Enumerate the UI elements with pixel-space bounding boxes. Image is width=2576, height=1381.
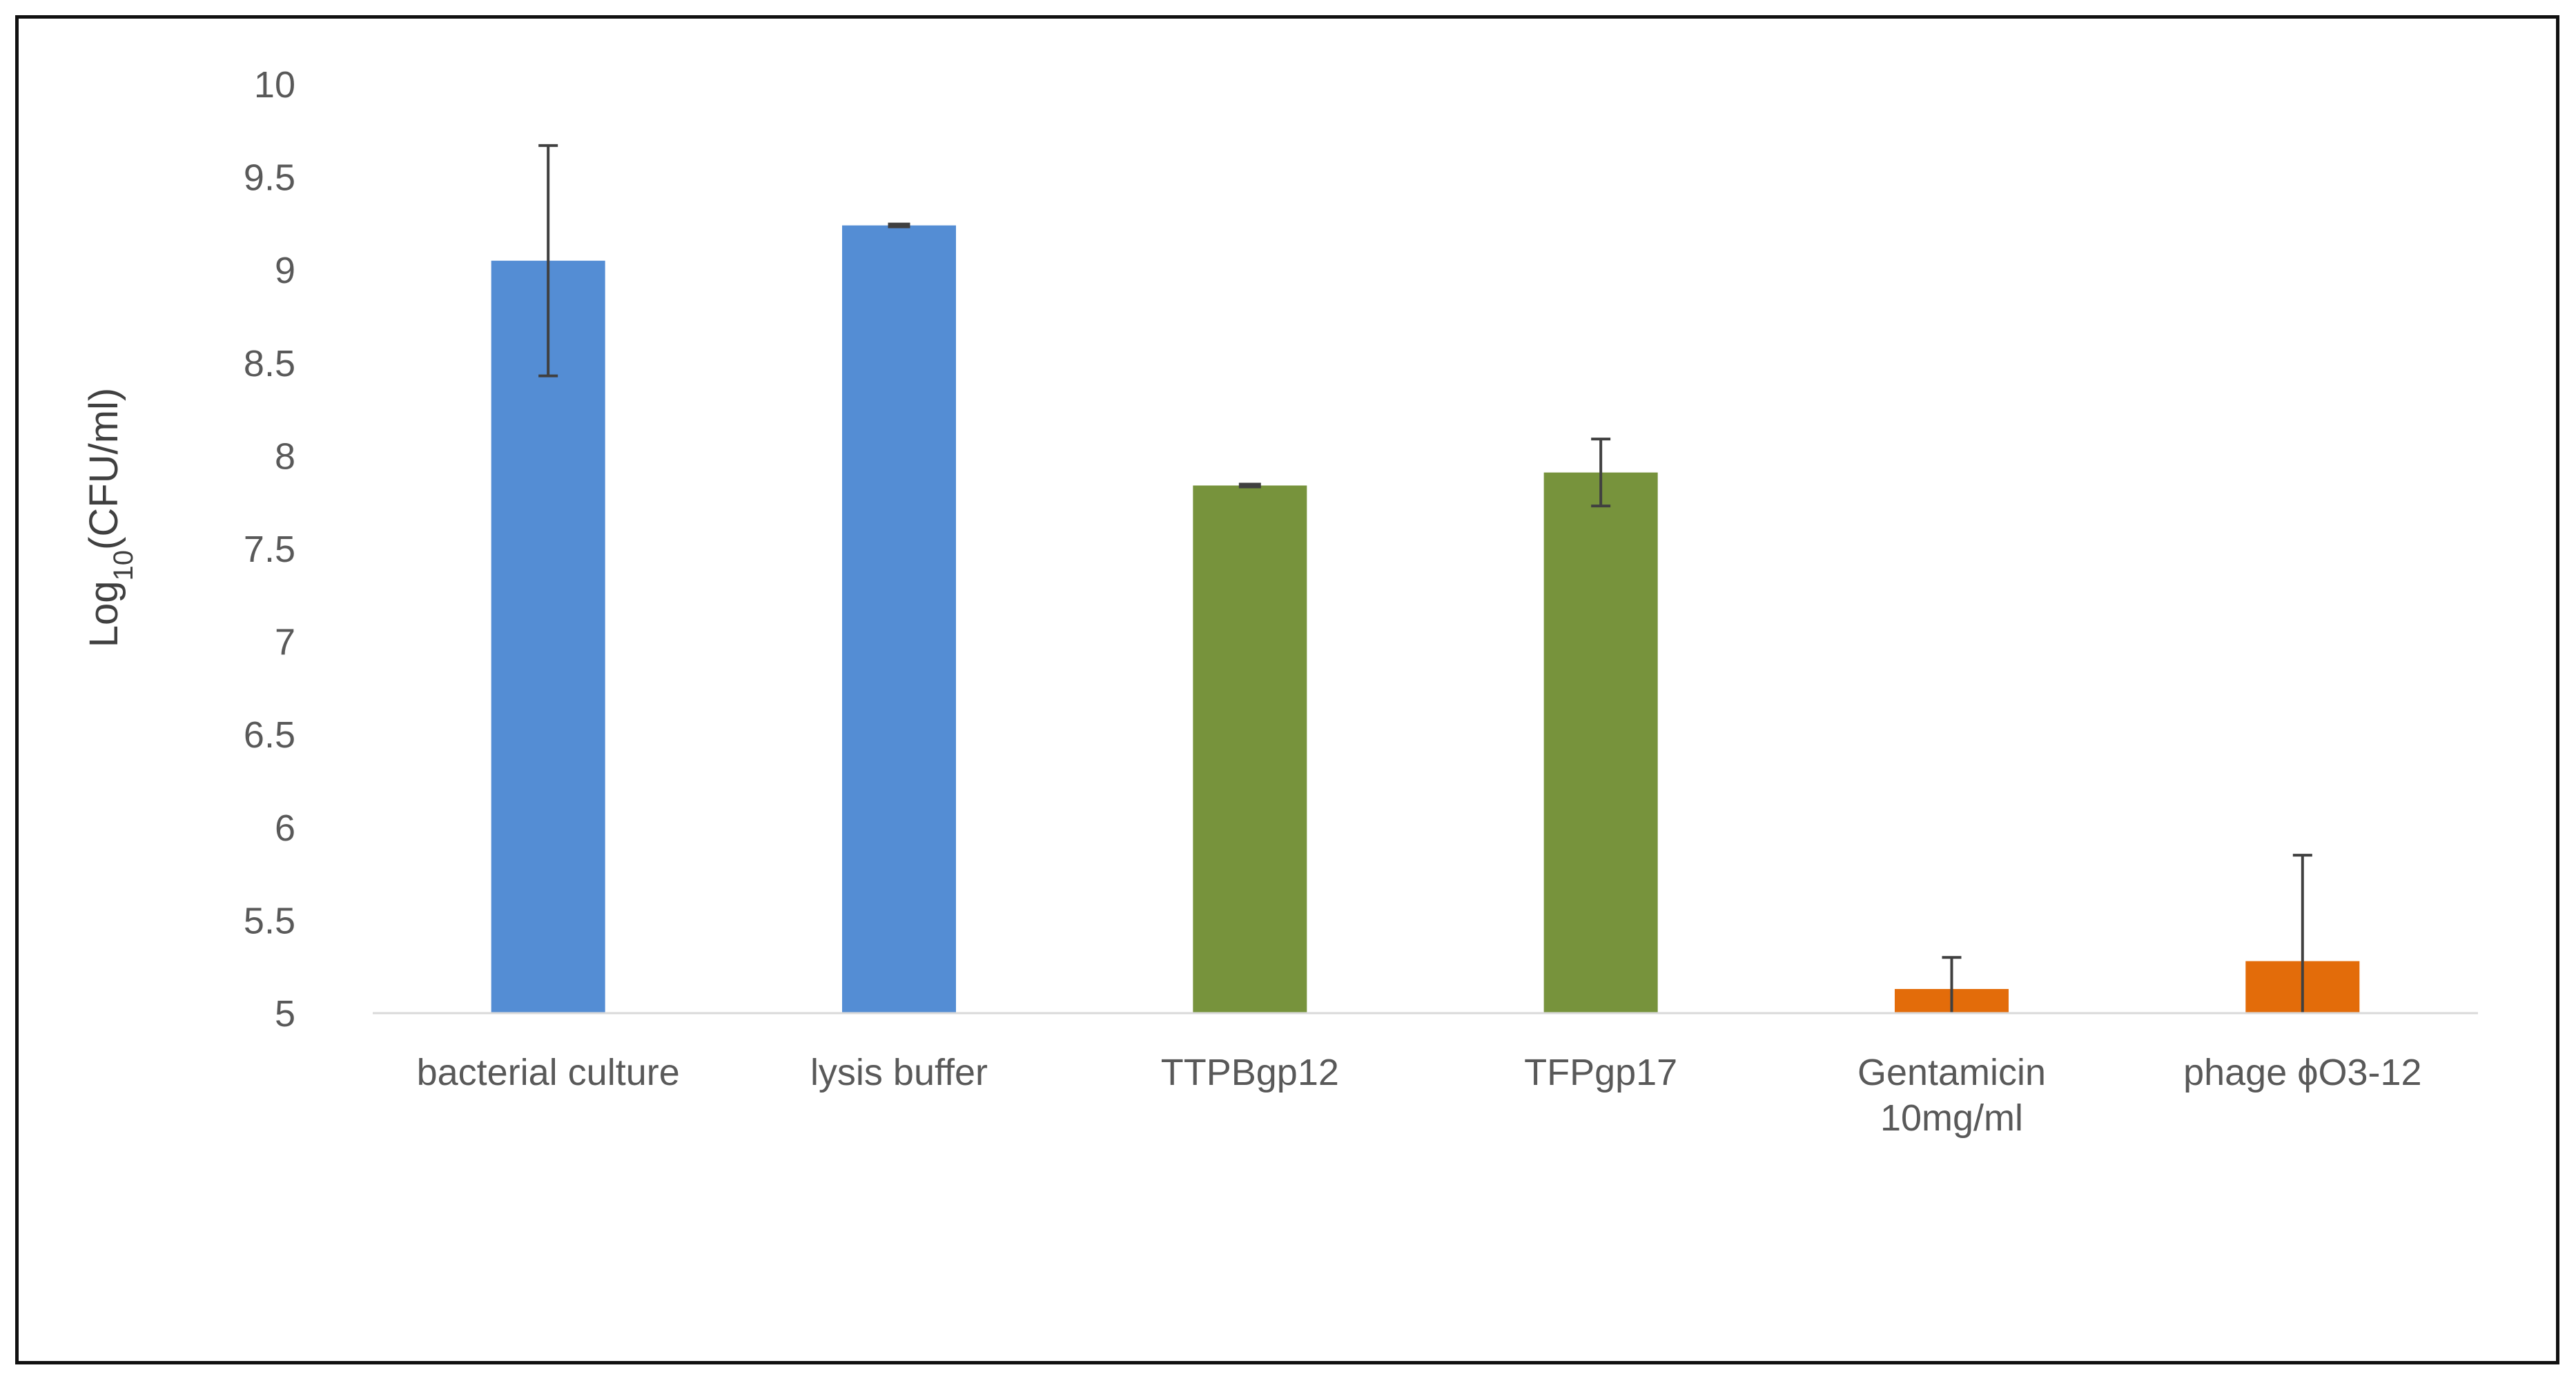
x-axis-categories: bacterial culture lysis buffer TTPBgp12 TFP…	[417, 1052, 2422, 1139]
y-axis-ticks: 5 5.5 6 6.5 7 7.5 8 8.5 9 9.5 10	[244, 64, 295, 1035]
error-bar	[1942, 956, 1962, 1013]
y-axis-title: Log10(CFU/ml)	[81, 388, 139, 647]
y-tick-label: 8	[275, 435, 295, 477]
x-category-label-line: TFPgp17	[1524, 1052, 1677, 1093]
y-tick-label: 6	[275, 807, 295, 849]
x-category-label-line: phage ϕO3-12	[2183, 1052, 2422, 1093]
y-axis-title-prefix: Log	[81, 580, 126, 647]
x-category-label-line: bacterial culture	[417, 1052, 680, 1093]
bars	[491, 225, 2360, 1013]
y-tick-label: 9	[275, 250, 295, 291]
y-axis-title-subscript: 10	[108, 550, 139, 581]
y-axis-title-suffix: (CFU/ml)	[81, 388, 126, 550]
error-bars	[538, 144, 2312, 1013]
x-category-label: bacterial culture	[417, 1052, 680, 1093]
y-tick-label: 10	[254, 64, 295, 106]
x-category-label-line: Gentamicin	[1857, 1052, 2046, 1093]
x-category-label: phage ϕO3-12	[2183, 1052, 2422, 1093]
error-bar	[1591, 438, 1611, 508]
bar	[491, 260, 605, 1013]
y-tick-label: 6.5	[244, 714, 295, 756]
x-category-label-line: lysis buffer	[810, 1052, 988, 1093]
error-bar	[538, 144, 558, 378]
x-category-label: TTPBgp12	[1161, 1052, 1339, 1093]
y-tick-label: 8.5	[244, 343, 295, 384]
y-tick-label: 9.5	[244, 157, 295, 199]
y-tick-label: 7	[275, 622, 295, 663]
y-tick-label: 5.5	[244, 900, 295, 941]
y-tick-label: 7.5	[244, 529, 295, 570]
x-category-label: TFPgp17	[1524, 1052, 1677, 1093]
x-category-label-line: 10mg/ml	[1880, 1097, 2023, 1139]
x-category-label: Gentamicin 10mg/ml	[1857, 1052, 2046, 1139]
bar	[842, 225, 956, 1013]
bar	[1543, 472, 1658, 1013]
error-bar	[2292, 854, 2312, 1013]
bar	[1193, 485, 1307, 1013]
x-category-label: lysis buffer	[810, 1052, 988, 1093]
x-category-label-line: TTPBgp12	[1161, 1052, 1339, 1093]
y-tick-label: 5	[275, 993, 295, 1035]
